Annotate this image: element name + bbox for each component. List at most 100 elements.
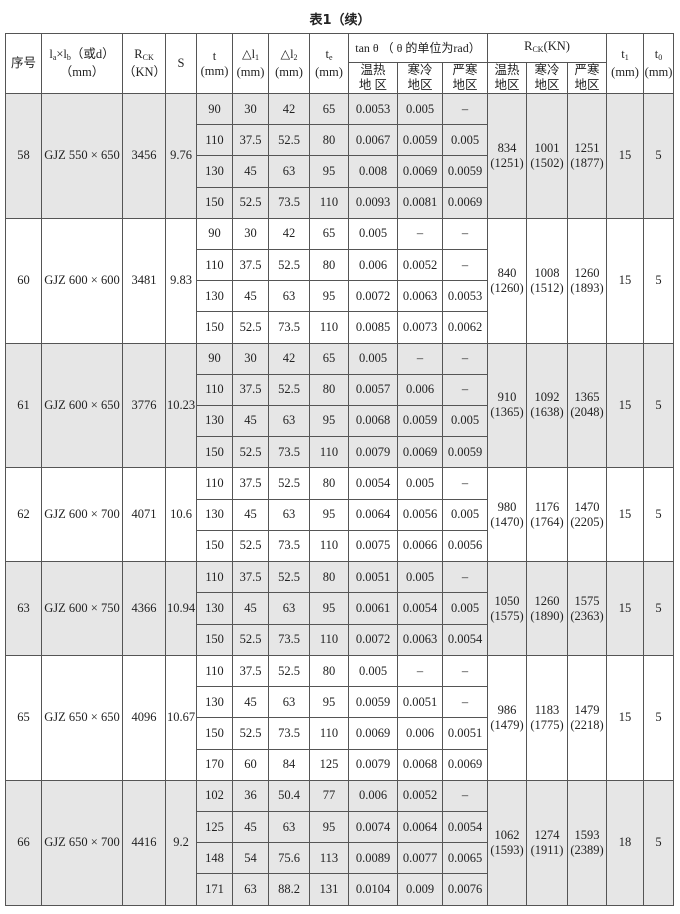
cell-s: 9.2: [165, 779, 197, 906]
cell-r-cold-line: (1764): [530, 514, 564, 529]
cell-seq: 63: [5, 561, 42, 657]
cell-tan-cold: 0.0073: [397, 311, 443, 344]
cell-tan-severe: –: [441, 467, 489, 500]
cell-r-hot-line: (1365): [490, 405, 524, 420]
cell-te: 95: [309, 404, 349, 438]
cell-tan-cold: –: [397, 342, 443, 375]
cell-t0: 5: [643, 779, 675, 906]
cell-r-severe-line: 1479: [574, 702, 600, 717]
cell-dl1: 45: [232, 810, 269, 844]
cell-rck: 4366: [122, 561, 166, 657]
cell-seq: 62: [5, 467, 42, 563]
cell-s: 10.67: [165, 655, 197, 781]
cell-te: 95: [309, 686, 349, 719]
cell-r-severe-line: 1575: [574, 593, 600, 608]
cell-tan-hot: 0.0093: [348, 186, 398, 219]
header-te-unit: (mm): [315, 65, 343, 79]
cell-tan-cold: 0.0069: [397, 155, 443, 188]
cell-r-hot-line: 834: [497, 140, 517, 155]
cell-tan-severe: –: [441, 373, 489, 406]
cell-dl2: 63: [268, 686, 310, 719]
cell-t1: 15: [606, 655, 645, 781]
cell-tan-cold: 0.0068: [397, 748, 443, 781]
cell-r-cold-line: 1183: [534, 702, 560, 717]
header-size-a: l: [49, 47, 53, 61]
cell-t: 110: [196, 373, 233, 406]
cell-r-severe-line: (2363): [570, 608, 604, 623]
cell-tan-cold: 0.0063: [397, 623, 443, 657]
cell-tan-severe: 0.0062: [441, 311, 489, 344]
cell-t: 148: [196, 842, 233, 875]
cell-rck: 4071: [122, 467, 166, 563]
header-t-label: t: [212, 48, 217, 63]
cell-dl1: 37.5: [232, 467, 269, 500]
cell-te: 80: [309, 373, 349, 406]
cell-tan-severe: 0.005: [441, 498, 489, 531]
cell-tan-hot: 0.0089: [348, 842, 398, 875]
cell-t: 150: [196, 717, 233, 750]
table-row: 170 60 84 125 0.0079 0.0068 0.0069: [6, 748, 674, 781]
cell-t: 110: [196, 248, 233, 282]
cell-dl1: 30: [232, 342, 269, 375]
cell-tan-cold: 0.0059: [397, 404, 443, 438]
cell-tan-hot: 0.008: [348, 155, 398, 188]
cell-t: 90: [196, 217, 233, 250]
cell-r-hot: 1062 (1593): [487, 779, 528, 906]
table-row: 63 GJZ 600 × 750 4366 10.94 110 37.5 52.5 80 0.0…: [5, 561, 675, 657]
cell-dl2: 52.5: [268, 124, 310, 157]
cell-dl1: 52.5: [232, 186, 269, 219]
cell-te: 95: [309, 592, 349, 625]
cell-r-cold-line: (1638): [530, 405, 564, 420]
header-dl2-sub: 2: [293, 53, 298, 62]
cell-tan-severe: –: [441, 248, 489, 282]
cell-tan-hot: 0.0072: [348, 280, 398, 313]
cell-tan-hot: 0.0079: [348, 748, 398, 781]
cell-r-severe-line: (1877): [570, 155, 604, 170]
header-tan-severe-1: 严寒: [452, 63, 478, 77]
cell-t: 150: [196, 311, 233, 344]
header-te-sub: e: [328, 53, 333, 62]
cell-r-hot: 834 (1251): [487, 93, 528, 219]
cell-tan-severe: 0.0054: [441, 810, 489, 844]
cell-t: 150: [196, 529, 233, 563]
cell-dl2: 42: [268, 342, 310, 375]
header-te-label: t: [325, 47, 329, 61]
header-dl1-label: △l: [241, 47, 256, 61]
header-tan-cold: 寒冷 地区: [397, 62, 443, 94]
cell-dl1: 52.5: [232, 436, 269, 469]
table-row: 130 45 63 95 0.0072 0.0063 0.0053: [6, 280, 674, 313]
cell-size: GJZ 600 × 700: [41, 467, 123, 563]
cell-te: 110: [309, 717, 349, 750]
cell-dl1: 36: [232, 779, 269, 812]
cell-tan-cold: –: [397, 217, 443, 250]
header-tan-group: tan θ （ θ 的单位为rad）: [347, 33, 489, 63]
cell-dl2: 73.5: [268, 623, 310, 657]
cell-r-hot-line: (1260): [490, 280, 524, 295]
cell-tan-severe: –: [441, 217, 489, 250]
cell-r-severe: 1365 (2048): [567, 342, 608, 469]
cell-te: 113: [309, 842, 349, 875]
cell-tan-severe: 0.005: [441, 404, 489, 438]
cell-dl2: 42: [268, 92, 310, 126]
cell-t0: 5: [643, 93, 675, 219]
table-row: 130 45 63 95 0.0068 0.0059 0.005: [6, 404, 674, 438]
cell-tan-hot: 0.0064: [348, 498, 398, 531]
cell-r-severe-line: 1593: [574, 827, 600, 842]
header-tan-hot: 温热地 区: [348, 62, 398, 94]
header-tan-hot-2: 地 区: [358, 78, 388, 92]
cell-dl1: 52.5: [232, 311, 269, 344]
cell-tan-cold: 0.006: [397, 717, 443, 750]
cell-seq: 61: [5, 342, 42, 469]
cell-t: 110: [196, 124, 233, 157]
cell-r-hot-line: 840: [497, 265, 517, 280]
header-t0-sub: 0: [658, 53, 663, 62]
cell-t0: 5: [643, 342, 675, 469]
cell-tan-cold: 0.0063: [397, 280, 443, 313]
cell-t: 130: [196, 592, 233, 625]
header-size-b-sub: b: [66, 53, 71, 62]
cell-t: 130: [196, 280, 233, 313]
cell-r-hot-line: 1050: [494, 593, 520, 608]
cell-seq: 60: [5, 217, 42, 344]
cell-r-cold: 1274 (1911): [526, 779, 569, 906]
cell-r-severe-line: 1470: [574, 499, 600, 514]
